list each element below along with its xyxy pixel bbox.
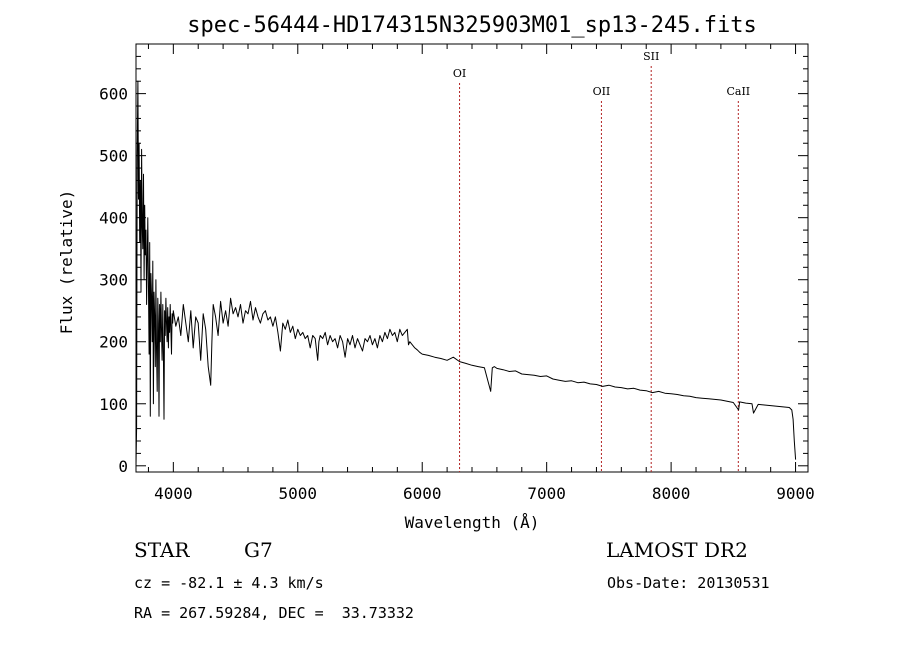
y-tick-label: 500 [99,147,128,166]
flux-series-line [135,80,797,466]
y-tick-label: 0 [118,457,128,476]
spectral-line-label: SII [643,50,659,63]
sky-coordinates: RA = 267.59284, DEC = 33.73332 [134,604,414,622]
x-tick-label: 6000 [403,484,442,503]
redshift-velocity: cz = -82.1 ± 4.3 km/s [134,574,324,592]
x-tick-label: 7000 [527,484,566,503]
y-tick-label: 400 [99,209,128,228]
spectral-line-label: CaII [726,85,750,98]
y-tick-label: 100 [99,395,128,414]
spectral-line-label: OII [593,85,611,98]
survey-name: LAMOST DR2 [606,538,748,562]
y-tick-label: 600 [99,85,128,104]
y-axis-label: Flux (relative) [57,190,76,335]
spectral-subclass: G7 [244,538,273,562]
x-axis-label: Wavelength (Å) [405,513,540,532]
x-tick-label: 4000 [154,484,193,503]
spectral-line-label: OI [453,67,466,80]
y-tick-label: 200 [99,333,128,352]
x-tick-label: 5000 [279,484,318,503]
plot-frame [135,43,809,473]
y-tick-label: 300 [99,271,128,290]
x-tick-label: 8000 [652,484,691,503]
x-tick-label: 9000 [776,484,815,503]
object-class: STAR [134,538,190,562]
chart-title: spec-56444-HD174315N325903M01_sp13-245.f… [187,13,757,38]
observation-date: Obs-Date: 20130531 [607,574,770,592]
